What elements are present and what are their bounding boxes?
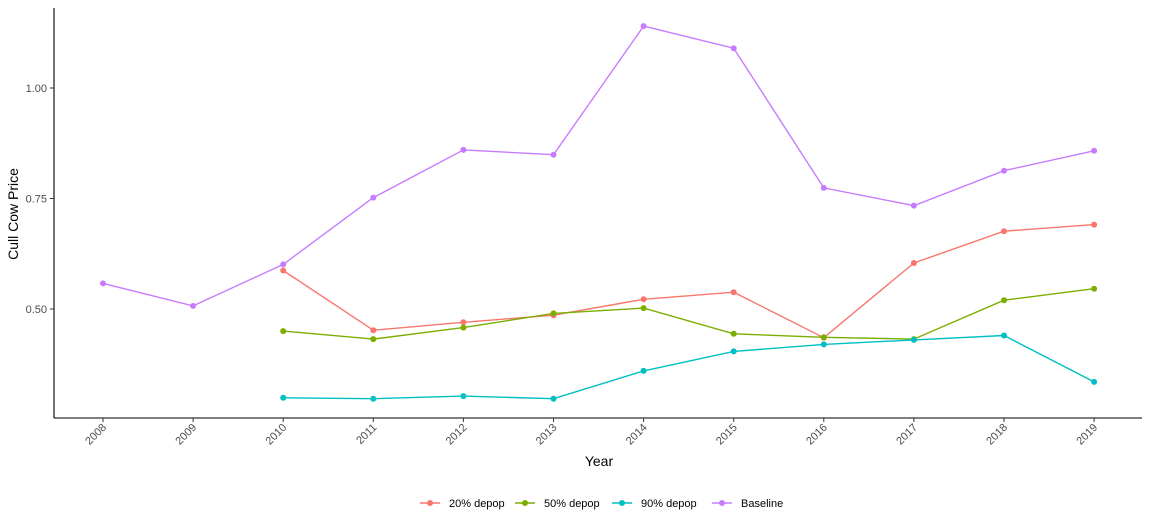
data-point	[910, 202, 917, 209]
data-point	[730, 330, 737, 337]
data-point	[370, 194, 377, 201]
series-line	[283, 288, 1095, 340]
y-axis-title: Cull Cow Price	[5, 168, 21, 260]
x-tick-label: 2019	[1074, 422, 1100, 448]
data-point	[910, 336, 917, 343]
legend-item: Baseline	[712, 498, 783, 510]
x-tick-label: 2017	[894, 422, 920, 448]
x-tick-label: 2016	[804, 422, 830, 448]
x-tick-label: 2009	[173, 422, 199, 448]
x-tick-label: 2010	[264, 422, 290, 448]
x-tick-label: 2014	[624, 422, 650, 448]
data-point	[280, 261, 287, 268]
x-tick-label: 2008	[83, 422, 109, 448]
legend-item: 20% depop	[420, 498, 505, 510]
series-20-depop	[280, 221, 1098, 341]
legend-label: 20% depop	[449, 498, 505, 510]
data-point	[640, 305, 647, 312]
data-point	[1001, 332, 1007, 339]
legend-key-point	[619, 500, 625, 506]
data-point	[370, 395, 377, 402]
data-point	[550, 395, 557, 402]
data-point	[1091, 285, 1098, 292]
x-tick-label: 2012	[444, 422, 470, 448]
legend-key-point	[719, 500, 725, 506]
y-tick-label: 0.50	[26, 304, 47, 316]
data-point	[730, 348, 737, 355]
data-point	[1091, 378, 1098, 385]
data-point	[460, 324, 467, 331]
series-baseline	[100, 23, 1098, 309]
x-tick-label: 2018	[984, 422, 1010, 448]
data-point	[640, 296, 647, 303]
data-point	[1091, 147, 1098, 154]
data-point	[1001, 228, 1007, 235]
legend-key-point	[522, 500, 528, 506]
data-point	[730, 45, 737, 52]
data-point	[280, 267, 287, 274]
data-point	[550, 310, 557, 317]
data-point	[1001, 297, 1007, 304]
data-point	[820, 184, 827, 191]
data-point	[1001, 167, 1007, 174]
x-tick-label: 2015	[714, 422, 740, 448]
data-point	[820, 341, 827, 348]
data-point	[370, 327, 377, 334]
data-point	[730, 289, 737, 296]
y-tick-label: 0.75	[26, 194, 47, 206]
data-point	[190, 302, 197, 309]
data-point	[280, 328, 287, 335]
data-point	[100, 280, 106, 287]
legend-item: 90% depop	[612, 498, 697, 510]
data-point	[460, 146, 467, 153]
series-line	[102, 25, 1095, 307]
legend: 20% depop 50% depop 90% depop Baseline	[420, 498, 783, 510]
data-point	[640, 23, 647, 30]
legend-label: 50% depop	[544, 498, 600, 510]
data-point	[280, 394, 287, 401]
y-tick-label: 1.00	[26, 83, 47, 95]
data-point	[640, 367, 647, 374]
series-50-depop	[280, 285, 1098, 343]
y-axis-ticks: 0.50 0.75 1.00	[26, 83, 54, 316]
data-point	[460, 319, 467, 326]
data-point	[910, 260, 917, 266]
series-90-depop	[280, 332, 1098, 402]
series-layer	[100, 23, 1098, 402]
legend-item: 50% depop	[515, 498, 600, 510]
legend-key-point	[427, 500, 433, 506]
x-axis-title: Year	[585, 453, 614, 469]
series-line	[283, 334, 1095, 400]
legend-label: 90% depop	[641, 498, 697, 510]
legend-label: Baseline	[741, 498, 783, 510]
data-point	[1091, 221, 1098, 228]
data-point	[820, 334, 827, 341]
x-tick-label: 2011	[354, 422, 379, 447]
x-axis-ticks: 2008 2009 2010 2011 2012 2013 2014 2015 2016 2017…	[83, 418, 1100, 447]
data-point	[370, 336, 377, 343]
axes	[53, 8, 1142, 419]
x-tick-label: 2013	[534, 422, 560, 448]
data-point	[550, 151, 557, 158]
series-line	[282, 223, 1095, 339]
data-point	[460, 393, 467, 400]
